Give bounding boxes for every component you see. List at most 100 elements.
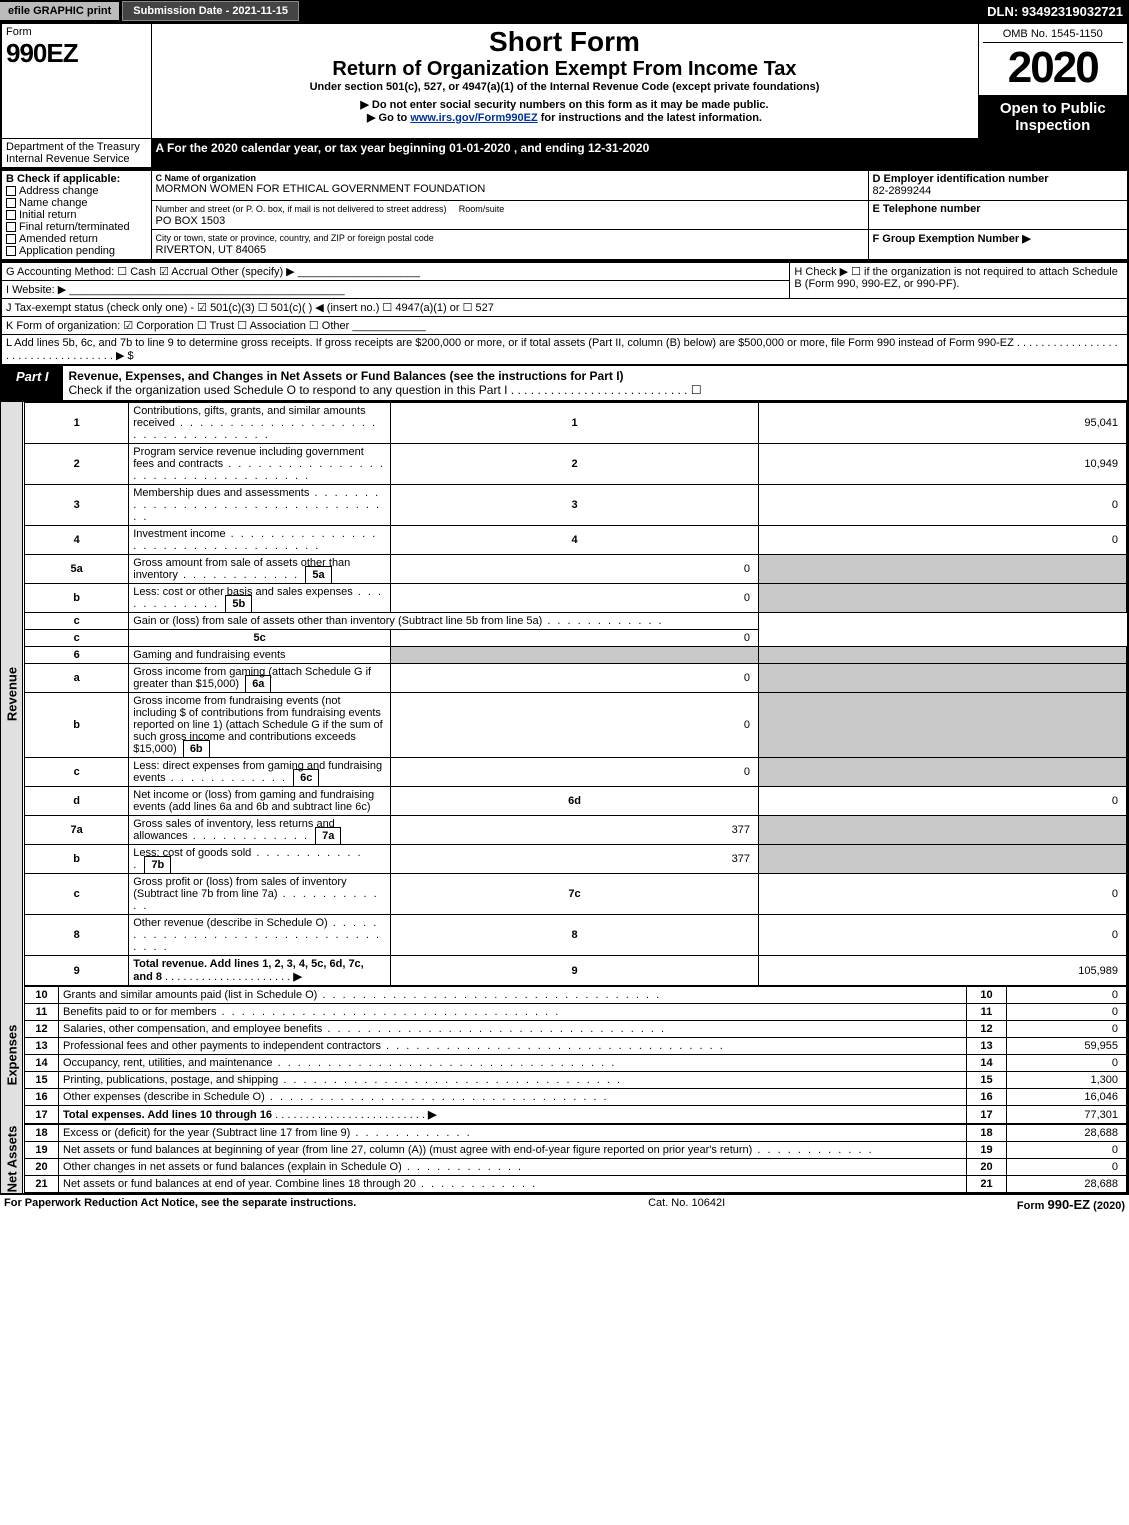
box-h: H Check ▶ ☐ if the organization is not r…: [790, 262, 1128, 299]
l5a-inbox: 5a: [305, 566, 331, 584]
revenue-section: Revenue 1Contributions, gifts, grants, a…: [0, 402, 1129, 986]
l10-box: 10: [967, 987, 1007, 1004]
l6-text: Gaming and fundraising events: [129, 647, 391, 664]
l19-box: 19: [967, 1142, 1007, 1159]
l17-text: Total expenses. Add lines 10 through 16 …: [59, 1106, 967, 1124]
l19-text: Net assets or fund balances at beginning…: [59, 1142, 967, 1159]
l12-amt: 0: [1007, 1021, 1127, 1038]
box-l: L Add lines 5b, 6c, and 7b to line 9 to …: [1, 335, 1128, 366]
l20-box: 20: [967, 1159, 1007, 1176]
l12-text: Salaries, other compensation, and employ…: [59, 1021, 967, 1038]
l4-box: 4: [391, 526, 759, 555]
lbl-application-pending: Application pending: [19, 245, 115, 257]
chk-name-change[interactable]: [6, 198, 16, 208]
l19-amt: 0: [1007, 1142, 1127, 1159]
l21-box: 21: [967, 1176, 1007, 1193]
l6d-amt: 0: [759, 787, 1127, 816]
org-city: RIVERTON, UT 84065: [156, 244, 267, 256]
part1-title: Revenue, Expenses, and Changes in Net As…: [63, 366, 1127, 400]
l2-text: Program service revenue including govern…: [129, 444, 391, 485]
box-i: I Website: ▶ ___________________________…: [1, 281, 790, 299]
l7b-inbox: 7b: [144, 856, 171, 874]
l11-text: Benefits paid to or for members: [59, 1004, 967, 1021]
l6c-inval: 0: [391, 758, 759, 787]
warn-goto-pre: ▶ Go to: [367, 112, 410, 124]
efile-print-label[interactable]: efile GRAPHIC print: [0, 2, 119, 20]
lbl-final-return: Final return/terminated: [19, 221, 130, 233]
l16-text: Other expenses (describe in Schedule O): [59, 1089, 967, 1106]
box-g: G Accounting Method: ☐ Cash ☑ Accrual Ot…: [1, 262, 790, 281]
top-bar: efile GRAPHIC print Submission Date - 20…: [0, 0, 1129, 22]
warn-goto-post: for instructions and the latest informat…: [541, 112, 762, 124]
org-address: PO BOX 1503: [156, 215, 226, 227]
l7b-inval: 377: [391, 845, 759, 874]
l6b-inbox: 6b: [183, 740, 210, 758]
l17-amt: 77,301: [1007, 1106, 1127, 1124]
chk-amended-return[interactable]: [6, 234, 16, 244]
l21-amt: 28,688: [1007, 1176, 1127, 1193]
l1-amt: 95,041: [759, 403, 1127, 444]
l3-box: 3: [391, 485, 759, 526]
info-block: B Check if applicable: Address change Na…: [0, 169, 1129, 261]
l17-box: 17: [967, 1106, 1007, 1124]
l6c-inbox: 6c: [293, 769, 319, 787]
l5b-text: Less: cost or other basis and sales expe…: [133, 586, 383, 610]
expenses-section: Expenses 10Grants and similar amounts pa…: [0, 986, 1129, 1124]
l6d-text: Net income or (loss) from gaming and fun…: [129, 787, 391, 816]
form-name: 990EZ: [6, 38, 147, 69]
l6a-inbox: 6a: [245, 675, 271, 693]
box-b-title: B Check if applicable:: [6, 173, 120, 185]
tax-year: 2020: [983, 43, 1124, 93]
dln-number: DLN: 93492319032721: [987, 4, 1129, 19]
ein-value: 82-2899244: [873, 185, 932, 197]
irs-link[interactable]: www.irs.gov/Form990EZ: [410, 112, 537, 124]
l8-text: Other revenue (describe in Schedule O): [129, 915, 391, 956]
l2-box: 2: [391, 444, 759, 485]
chk-final-return[interactable]: [6, 222, 16, 232]
page-footer: For Paperwork Reduction Act Notice, see …: [0, 1193, 1129, 1214]
l18-text: Excess or (deficit) for the year (Subtra…: [59, 1125, 967, 1142]
l15-text: Printing, publications, postage, and shi…: [59, 1072, 967, 1089]
footer-left: For Paperwork Reduction Act Notice, see …: [4, 1197, 356, 1212]
l5a-inval: 0: [391, 555, 759, 584]
l7a-text: Gross sales of inventory, less returns a…: [133, 818, 335, 842]
room-suite-label: Room/suite: [459, 204, 505, 214]
l11-box: 11: [967, 1004, 1007, 1021]
l15-box: 15: [967, 1072, 1007, 1089]
lbl-address-change: Address change: [19, 185, 99, 197]
chk-initial-return[interactable]: [6, 210, 16, 220]
period-band: A For the 2020 calendar year, or tax yea…: [151, 139, 1128, 169]
revenue-vlabel: Revenue: [1, 402, 23, 986]
l7c-text: Gross profit or (loss) from sales of inv…: [129, 874, 391, 915]
short-form-title: Short Form: [156, 26, 974, 58]
form-label: Form: [6, 26, 147, 38]
chk-address-change[interactable]: [6, 186, 16, 196]
l6b-text: Gross income from fundraising events (no…: [133, 695, 382, 755]
l16-box: 16: [967, 1089, 1007, 1106]
dept-treasury: Department of the Treasury Internal Reve…: [1, 139, 151, 169]
part1-title-text: Revenue, Expenses, and Changes in Net As…: [69, 369, 624, 383]
lbl-amended-return: Amended return: [19, 233, 98, 245]
box-c-name-label: C Name of organization: [156, 173, 257, 183]
l3-text: Membership dues and assessments: [129, 485, 391, 526]
ghijkl-block: G Accounting Method: ☐ Cash ☑ Accrual Ot…: [0, 261, 1129, 366]
box-c-city-label: City or town, state or province, country…: [156, 233, 434, 243]
l5c-text: Gain or (loss) from sale of assets other…: [129, 613, 759, 630]
box-e-label: E Telephone number: [873, 203, 981, 215]
l7a-inval: 377: [391, 816, 759, 845]
box-f-label: F Group Exemption Number ▶: [873, 233, 1031, 245]
open-to-public: Open to Public Inspection: [979, 96, 1128, 138]
l7c-box: 7c: [391, 874, 759, 915]
l4-amt: 0: [759, 526, 1127, 555]
warn-ssn: ▶ Do not enter social security numbers o…: [156, 98, 974, 111]
l9-amt: 105,989: [759, 956, 1127, 986]
l6d-box: 6d: [391, 787, 759, 816]
omb-number: OMB No. 1545-1150: [983, 26, 1124, 43]
l1-text: Contributions, gifts, grants, and simila…: [129, 403, 391, 444]
chk-application-pending[interactable]: [6, 246, 16, 256]
netassets-vlabel: Net Assets: [1, 1124, 23, 1193]
l5b-inval: 0: [391, 584, 759, 613]
l13-amt: 59,955: [1007, 1038, 1127, 1055]
box-d-label: D Employer identification number: [873, 173, 1049, 185]
return-title: Return of Organization Exempt From Incom…: [156, 58, 974, 81]
